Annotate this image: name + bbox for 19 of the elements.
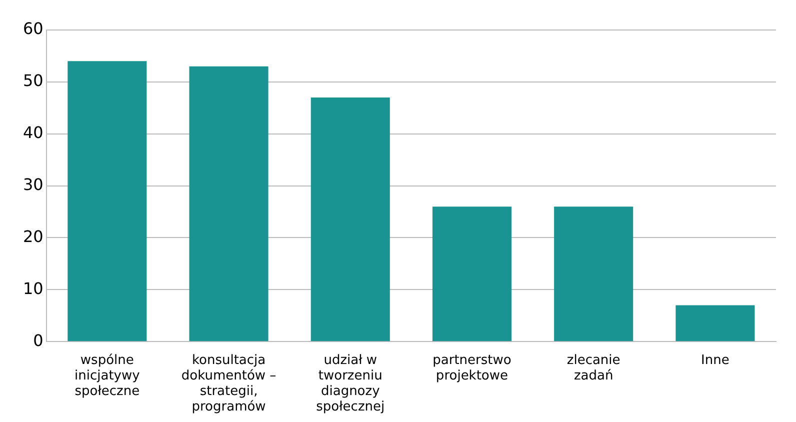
y-tick-label: 0 bbox=[33, 330, 44, 350]
x-tick-label: Inne bbox=[701, 352, 730, 368]
y-tick-label: 50 bbox=[23, 71, 44, 90]
x-tick-label: zlecanie zadań bbox=[566, 352, 620, 384]
bar bbox=[676, 305, 755, 342]
x-tick-label: konsultacja dokumentów – strategii, programów bbox=[181, 352, 276, 415]
y-tick-label: 60 bbox=[23, 19, 44, 38]
y-tick-label: 10 bbox=[23, 278, 44, 298]
y-tick-label: 20 bbox=[23, 226, 44, 246]
bar bbox=[554, 206, 634, 342]
x-tick-label: wspólne inicjatywy społeczne bbox=[74, 352, 140, 399]
y-tick-label: 40 bbox=[23, 123, 44, 142]
bar bbox=[189, 66, 268, 342]
bar bbox=[432, 206, 512, 342]
bar bbox=[310, 98, 390, 342]
x-tick-label: udział w tworzeniu diagnozy społecznej bbox=[316, 352, 385, 415]
bar bbox=[68, 61, 147, 342]
x-tick-label: partnerstwo projektowe bbox=[432, 352, 512, 384]
y-tick-label: 30 bbox=[23, 174, 44, 194]
